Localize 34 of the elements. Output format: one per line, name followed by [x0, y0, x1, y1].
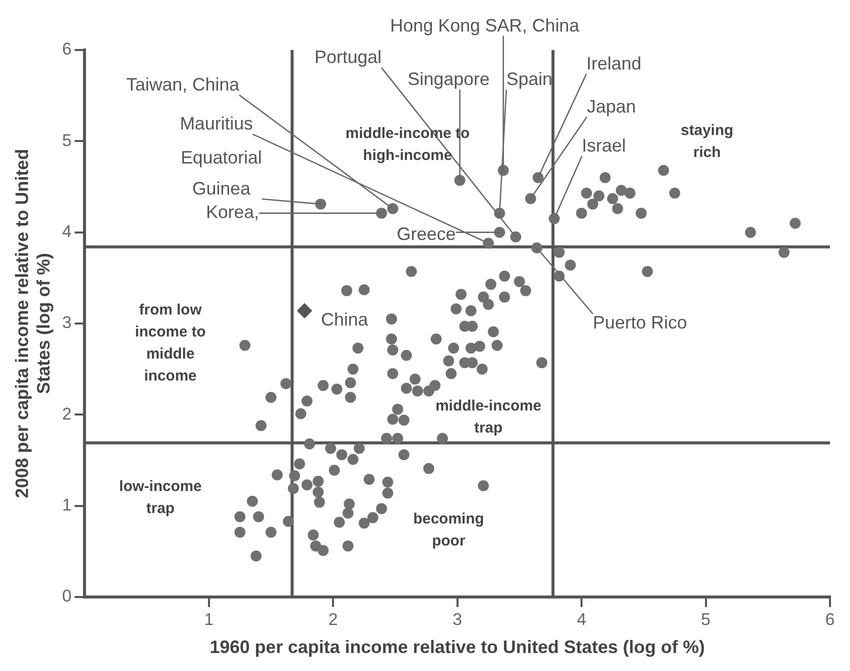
x-tick-label: 4	[576, 610, 586, 629]
y-tick-label: 6	[62, 40, 72, 59]
annotation: middle-income trap	[435, 398, 542, 437]
annotation: Korea,	[206, 202, 260, 222]
annotation: staying rich	[680, 122, 734, 162]
y-tick-label: 4	[62, 222, 72, 242]
y-tick-label: 3	[62, 313, 72, 332]
annotation: Equatorial Guinea	[180, 147, 262, 198]
annotation: becoming poor	[413, 510, 484, 550]
y-tick-label: 2	[62, 404, 72, 424]
x-tick-label: 6	[825, 610, 835, 629]
x-axis-title: 1960 per capita income relative to United States (log of %)	[210, 637, 705, 658]
annotation: Hong Kong SAR, China	[390, 15, 580, 36]
x-tick-label: 1	[204, 610, 214, 629]
annotation: Ireland	[586, 54, 642, 74]
y-tick-label: 0	[62, 586, 72, 606]
annotation: Spain	[506, 69, 552, 90]
annotation: low-income trap	[119, 478, 202, 517]
annotation: Taiwan, China	[126, 74, 240, 95]
x-tick-label: 2	[328, 610, 338, 629]
x-tick-label: 3	[452, 610, 462, 629]
annotation: Singapore	[408, 69, 490, 90]
annotation: China	[321, 310, 370, 330]
annotation: Puerto Rico	[592, 312, 687, 332]
annotation: Mauritius	[180, 114, 253, 134]
annotation: Portugal	[314, 47, 382, 68]
y-axis-title: 2008 per capita income relative to United States (log of %)	[12, 148, 54, 498]
annotation: from low income to middle income	[134, 302, 206, 385]
annotation: Israel	[582, 136, 626, 156]
x-tick-label: 5	[701, 610, 711, 629]
y-tick-label: 5	[62, 130, 72, 150]
y-tick-label: 1	[62, 496, 72, 515]
annotation: Japan	[586, 96, 636, 116]
annotation: Greece	[396, 224, 456, 244]
